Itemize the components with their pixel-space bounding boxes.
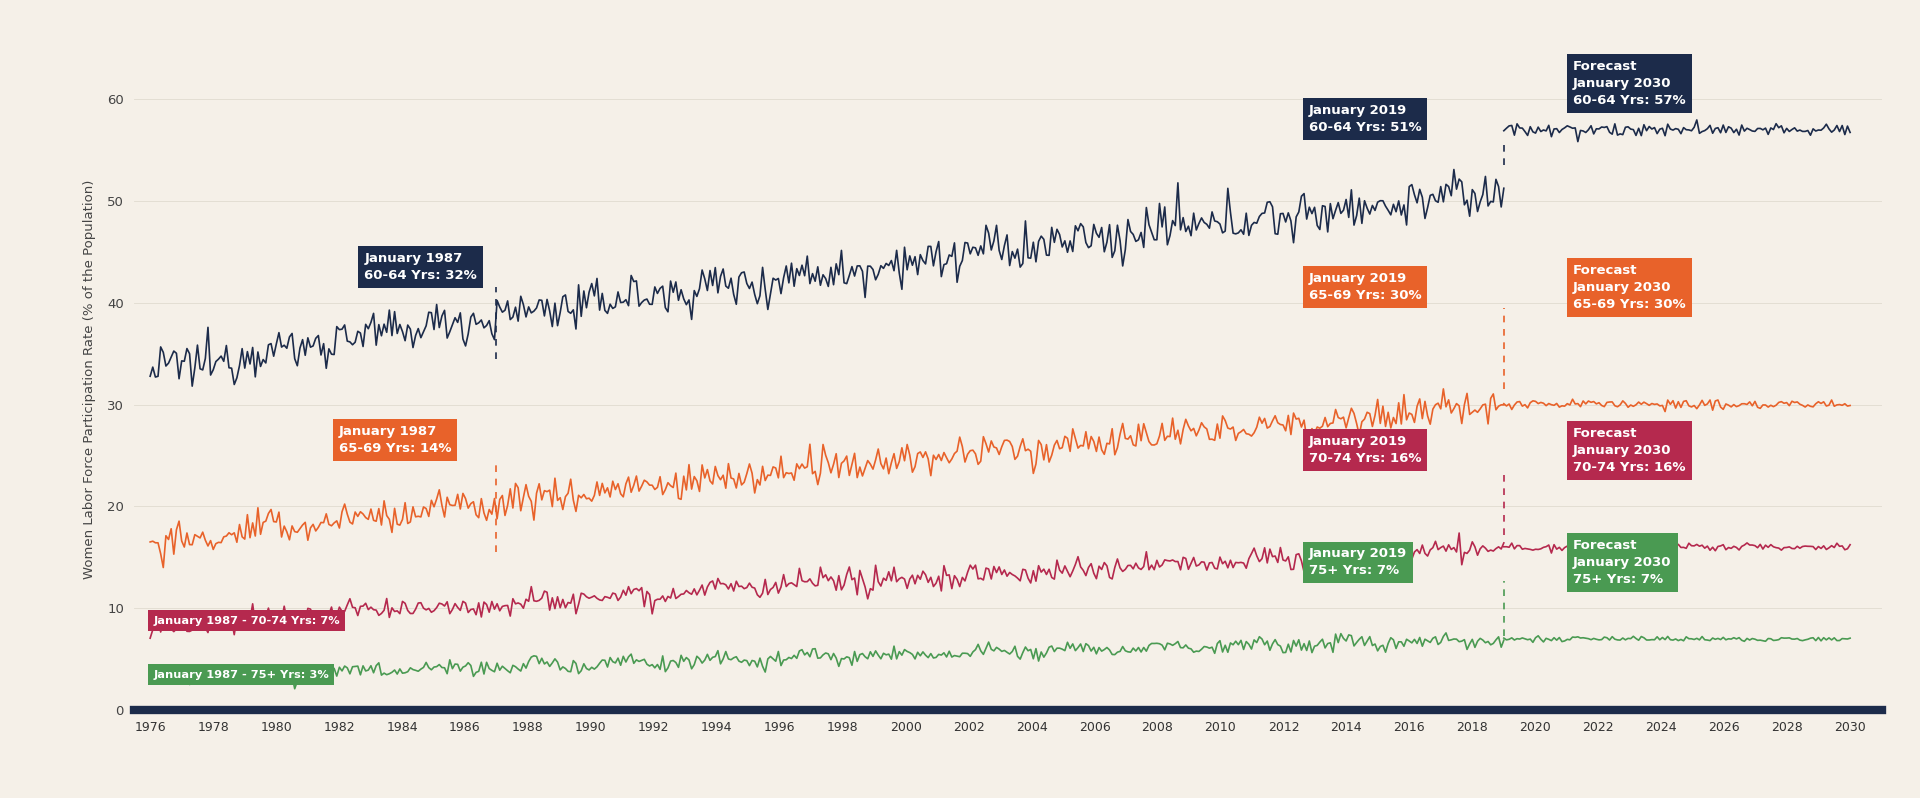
- Text: January 2019
70-74 Yrs: 16%: January 2019 70-74 Yrs: 16%: [1309, 436, 1421, 465]
- Text: January 2019
75+ Yrs: 7%: January 2019 75+ Yrs: 7%: [1309, 547, 1407, 578]
- Text: January 1987 - 75+ Yrs: 3%: January 1987 - 75+ Yrs: 3%: [154, 670, 328, 680]
- Text: January 1987
65-69 Yrs: 14%: January 1987 65-69 Yrs: 14%: [340, 425, 451, 455]
- Text: Forecast
January 2030
60-64 Yrs: 57%: Forecast January 2030 60-64 Yrs: 57%: [1572, 60, 1686, 107]
- Y-axis label: Women Labor Force Participation Rate (% of the Population): Women Labor Force Participation Rate (% …: [83, 180, 96, 579]
- Text: Forecast
January 2030
70-74 Yrs: 16%: Forecast January 2030 70-74 Yrs: 16%: [1572, 427, 1686, 474]
- Text: Forecast
January 2030
65-69 Yrs: 30%: Forecast January 2030 65-69 Yrs: 30%: [1572, 264, 1686, 311]
- Text: January 2019
60-64 Yrs: 51%: January 2019 60-64 Yrs: 51%: [1309, 105, 1421, 134]
- Text: January 1987
60-64 Yrs: 32%: January 1987 60-64 Yrs: 32%: [365, 252, 476, 282]
- Text: January 1987 - 70-74 Yrs: 7%: January 1987 - 70-74 Yrs: 7%: [154, 615, 340, 626]
- Text: Forecast
January 2030
75+ Yrs: 7%: Forecast January 2030 75+ Yrs: 7%: [1572, 539, 1672, 586]
- Text: January 2019
65-69 Yrs: 30%: January 2019 65-69 Yrs: 30%: [1309, 272, 1421, 302]
